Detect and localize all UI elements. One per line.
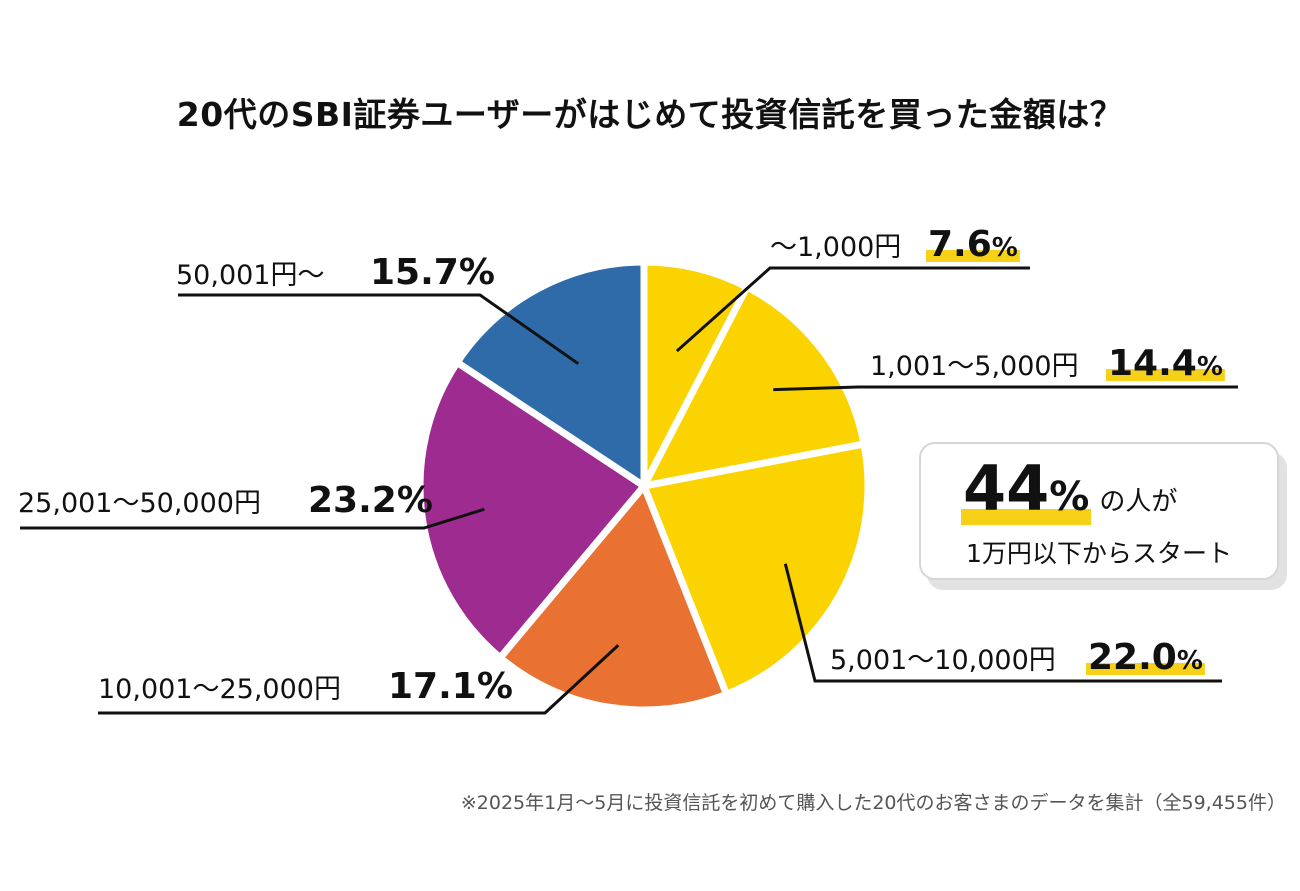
leader-line-6: [178, 293, 580, 365]
percent-highlight-2: [1106, 369, 1225, 381]
callout-number: 44%: [961, 452, 1092, 525]
chart-title: 20代のSBI証券ユーザーがはじめて投資信託を買った金額は？: [176, 95, 1124, 134]
slice-label-6: 50,001円～: [176, 260, 324, 291]
leader-line-3: [783, 563, 1222, 683]
slice-label-5: 25,001～50,000円: [18, 488, 261, 519]
pie-slice-6: [453, 258, 648, 490]
slice-percent-1: 7.6%: [928, 224, 1018, 265]
pie-slice-3: [640, 440, 872, 698]
callout-subtext: 1万円以下からスタート: [966, 539, 1232, 568]
callout-suffix: の人が: [1099, 487, 1178, 517]
pie-slice-2: [640, 283, 868, 490]
leader-line-4: [98, 644, 620, 715]
slice-label-4: 10,001～25,000円: [98, 674, 341, 705]
leader-line-5: [20, 507, 485, 530]
slice-percent-2: 14.4%: [1108, 343, 1223, 384]
summary-callout: 44% の人が 1万円以下からスタート: [919, 442, 1279, 580]
slice-label-1: ～1,000円: [770, 232, 901, 263]
slice-percent-5: 23.2%: [308, 480, 433, 521]
callout-number-unit: %: [1049, 474, 1090, 520]
leader-line-1: [675, 266, 1030, 353]
pie-slice-4: [496, 482, 730, 714]
slice-label-2: 1,001～5,000円: [870, 351, 1079, 382]
leader-line-2: [773, 385, 1238, 392]
percent-highlight-1: [926, 250, 1020, 262]
callout-number-value: 44: [963, 452, 1050, 525]
slice-percent-4: 17.1%: [388, 666, 513, 707]
percent-highlight-3: [1086, 663, 1205, 675]
slice-percent-3: 22.0%: [1088, 637, 1203, 678]
slice-percent-6: 15.7%: [370, 252, 495, 293]
pie-slice-5: [416, 358, 648, 662]
slice-label-3: 5,001～10,000円: [830, 645, 1056, 676]
footnote: ※2025年1月～5月に投資信託を初めて購入した20代のお客さまのデータを集計（…: [460, 792, 1286, 814]
